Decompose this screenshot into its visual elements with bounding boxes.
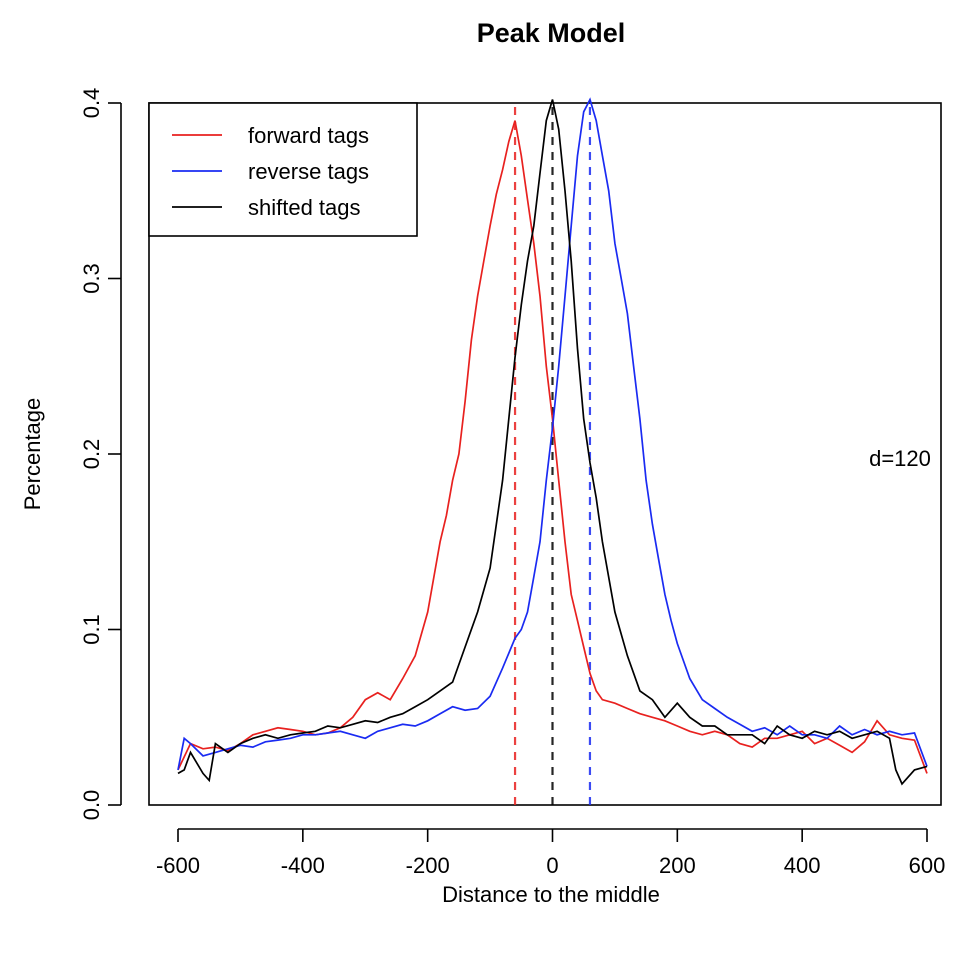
- y-tick-label: 0.0: [79, 790, 104, 821]
- y-tick-label: 0.4: [79, 88, 104, 119]
- legend-item: shifted tags: [172, 195, 361, 220]
- d-value-annotation: d=120: [869, 446, 931, 471]
- y-tick-label: 0.2: [79, 439, 104, 470]
- x-tick-label: 0: [546, 853, 558, 878]
- x-tick-label: 400: [784, 853, 821, 878]
- x-tick-label: 600: [909, 853, 946, 878]
- x-tick-label: -400: [281, 853, 325, 878]
- legend-label: reverse tags: [248, 159, 369, 184]
- chart-title: Peak Model: [477, 18, 626, 48]
- legend: forward tags reverse tags shifted tags: [148, 102, 418, 237]
- y-axis: 0.0 0.1 0.2 0.3 0.4: [79, 88, 122, 821]
- legend-item: forward tags: [172, 123, 369, 148]
- y-axis-label: Percentage: [20, 398, 45, 511]
- x-tick-label: 200: [659, 853, 696, 878]
- y-tick-label: 0.3: [79, 263, 104, 294]
- series-line-forward-tags: [177, 120, 928, 774]
- legend-box: [148, 102, 418, 237]
- x-tick-label: -600: [156, 853, 200, 878]
- plot-frame: [148, 102, 942, 806]
- series-line-shifted-tags: [177, 99, 928, 786]
- x-axis: -600 -400 -200 0 200 400 600: [156, 828, 946, 878]
- x-axis-label: Distance to the middle: [442, 882, 660, 907]
- legend-item: reverse tags: [172, 159, 369, 184]
- x-tick-label: -200: [406, 853, 450, 878]
- legend-label: shifted tags: [248, 195, 361, 220]
- series-lines: [177, 97, 928, 786]
- peak-marker-lines: [513, 105, 592, 805]
- legend-label: forward tags: [248, 123, 369, 148]
- y-tick-label: 0.1: [79, 614, 104, 645]
